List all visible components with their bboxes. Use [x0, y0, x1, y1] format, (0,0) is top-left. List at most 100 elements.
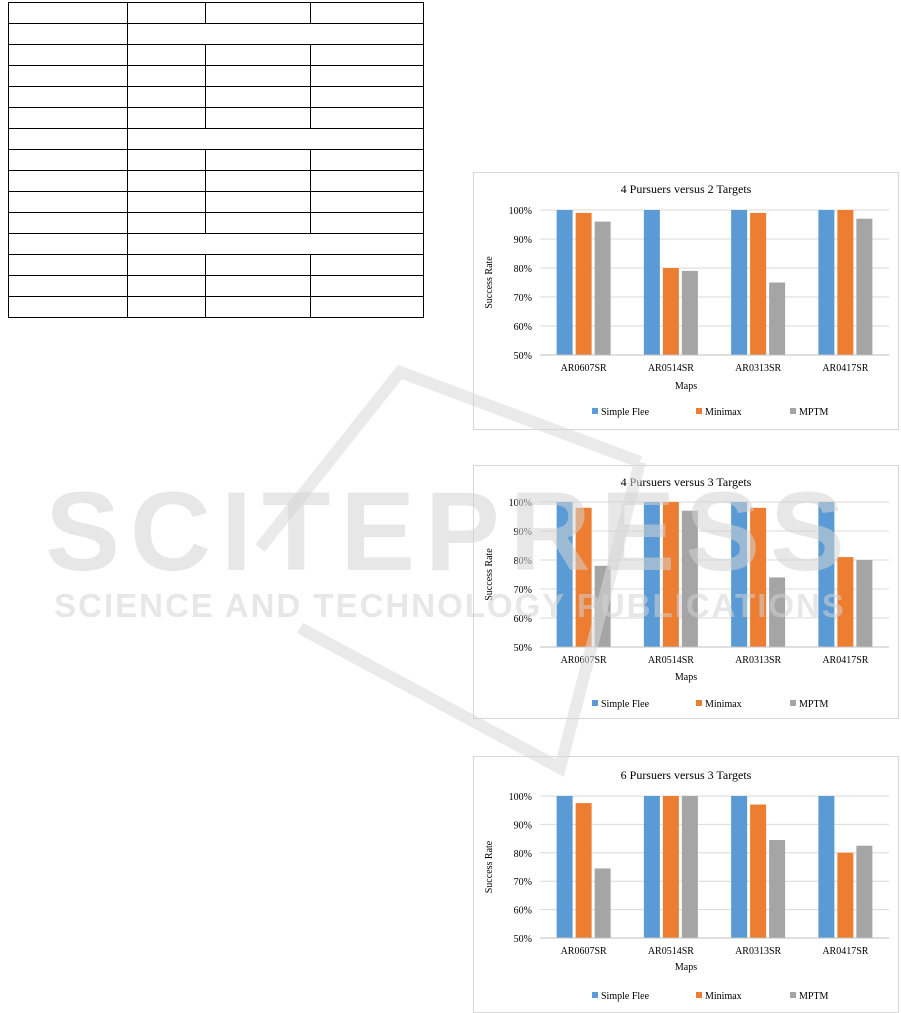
table-cell-merged [127, 128, 424, 150]
y-tick-label: 60% [514, 906, 532, 917]
chart-title: 4 Pursuers versus 2 Targets [621, 182, 752, 196]
table-row [8, 296, 424, 318]
table-cell [205, 107, 311, 129]
table-cell [310, 170, 424, 192]
table-cell [310, 191, 424, 213]
table-row [8, 233, 424, 255]
bar [856, 560, 873, 647]
table-cell [205, 191, 311, 213]
table-cell [205, 170, 311, 192]
x-axis-label: Maps [675, 381, 697, 392]
x-tick-label: AR0607SR [561, 363, 607, 374]
legend-swatch [790, 408, 796, 414]
legend-label: Minimax [705, 699, 742, 710]
bar [643, 210, 660, 355]
bar [750, 507, 767, 647]
table-cell [8, 23, 128, 45]
y-tick-label: 60% [514, 322, 532, 333]
table-cell [127, 2, 206, 24]
legend-label: MPTM [799, 407, 829, 418]
table-cell [8, 254, 128, 276]
chart-panel-2: 4 Pursuers versus 3 Targets 50% 60% 70% 80% 9… [473, 465, 899, 719]
table-cell [127, 44, 206, 66]
table-cell [205, 254, 311, 276]
bar [731, 502, 748, 647]
table-cell [8, 128, 128, 150]
table-row [8, 44, 424, 66]
table-cell [310, 107, 424, 129]
legend-label: Simple Flee [601, 407, 650, 418]
table-row [8, 275, 424, 297]
table-cell [205, 65, 311, 87]
table-cell [8, 65, 128, 87]
y-tick-label: 100% [509, 206, 532, 217]
table-cell [8, 233, 128, 255]
table-cell [205, 44, 311, 66]
bar [575, 507, 592, 647]
x-tick-label: AR0514SR [648, 363, 694, 374]
y-tick-label: 100% [509, 792, 532, 803]
y-tick-label: 90% [514, 527, 532, 538]
table-cell [310, 254, 424, 276]
table-row [8, 149, 424, 171]
table-row [8, 254, 424, 276]
y-tick-label: 90% [514, 820, 532, 831]
x-tick-label: AR0514SR [648, 655, 694, 666]
legend-label: MPTM [799, 991, 829, 1002]
y-tick-label: 60% [514, 614, 532, 625]
chart-title: 6 Pursuers versus 3 Targets [621, 768, 752, 782]
table-cell [310, 2, 424, 24]
x-tick-label: AR0514SR [648, 946, 694, 957]
bar [594, 221, 611, 355]
chart-title: 4 Pursuers versus 3 Targets [621, 475, 752, 489]
table-cell [310, 44, 424, 66]
table-cell [310, 275, 424, 297]
table-cell [205, 296, 311, 318]
bar [575, 803, 592, 938]
bar [769, 840, 786, 938]
table-row [8, 2, 424, 24]
table-cell [127, 65, 206, 87]
table-cell [205, 275, 311, 297]
x-tick-label: AR0417SR [822, 363, 868, 374]
bar [594, 868, 611, 938]
table-row [8, 170, 424, 192]
table-cell-merged [127, 233, 424, 255]
y-axis-label: Success Rate [484, 840, 495, 893]
bar [769, 282, 786, 355]
y-tick-label: 90% [514, 235, 532, 246]
bar [594, 565, 611, 647]
y-tick-label: 50% [514, 643, 532, 654]
table-row [8, 65, 424, 87]
table-cell [8, 212, 128, 234]
y-tick-label: 50% [514, 351, 532, 362]
bar [818, 210, 835, 355]
table-cell [127, 296, 206, 318]
bar [681, 270, 698, 355]
table-cell [310, 296, 424, 318]
bar [575, 212, 592, 355]
y-tick-label: 70% [514, 585, 532, 596]
x-tick-label: AR0607SR [561, 655, 607, 666]
x-axis-label: Maps [675, 672, 697, 683]
table-row [8, 191, 424, 213]
legend-swatch [592, 700, 598, 706]
x-tick-label: AR0313SR [735, 946, 781, 957]
y-axis-label: Success Rate [484, 548, 495, 601]
y-tick-label: 100% [509, 498, 532, 509]
y-axis-label: Success Rate [484, 256, 495, 309]
y-tick-label: 70% [514, 293, 532, 304]
legend-label: Simple Flee [601, 991, 650, 1002]
table-row [8, 86, 424, 108]
legend-swatch [790, 700, 796, 706]
y-tick-label: 80% [514, 849, 532, 860]
y-tick-label: 80% [514, 264, 532, 275]
table-cell [127, 170, 206, 192]
table-cell [8, 275, 128, 297]
legend-swatch [696, 700, 702, 706]
table-cell [8, 170, 128, 192]
table-cell [8, 296, 128, 318]
table-row [8, 128, 424, 150]
bar [769, 577, 786, 647]
table-cell [205, 149, 311, 171]
